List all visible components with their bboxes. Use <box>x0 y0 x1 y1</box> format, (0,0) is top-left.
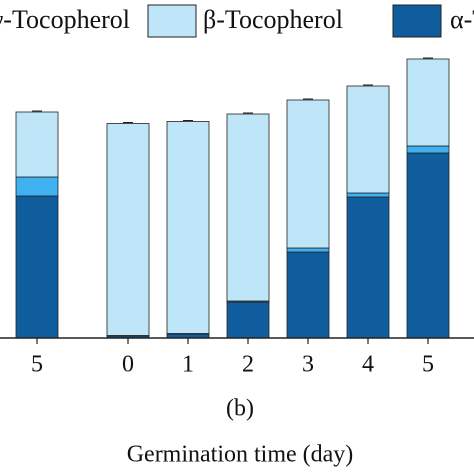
x-axis-label: Germination time (day) <box>127 442 354 468</box>
bar-segment <box>346 196 390 339</box>
bar-segment <box>406 58 450 147</box>
x-tick-label: 3 <box>302 352 314 378</box>
legend-label: α-Tocopherol <box>450 5 474 34</box>
bar-segment <box>406 145 450 154</box>
bar-segment <box>286 247 330 253</box>
bar-segment <box>346 192 390 198</box>
x-tick-label: 1 <box>182 352 194 378</box>
legend-label: γ-Tocopherol <box>0 5 130 34</box>
bar-segment <box>226 301 270 339</box>
bar-segment <box>406 152 450 339</box>
bar-segment <box>286 251 330 339</box>
legend-swatch <box>392 4 442 38</box>
bar-segment <box>15 111 59 178</box>
bar-segment <box>166 121 210 334</box>
panel-label: (b) <box>226 396 254 422</box>
legend-label: β-Tocopherol <box>203 5 343 34</box>
bar-segment <box>286 99 330 249</box>
x-tick-label: 0 <box>122 352 134 378</box>
bar-segment <box>15 195 59 339</box>
bar-segment <box>106 123 150 336</box>
legend-swatch <box>147 4 197 38</box>
bar-segment <box>226 113 270 302</box>
x-tick-label: 5 <box>31 352 43 378</box>
x-tick-label: 2 <box>242 352 254 378</box>
bar-segment <box>346 85 390 194</box>
bar-segment <box>15 176 59 197</box>
x-tick-label: 4 <box>362 352 374 378</box>
x-tick-label: 5 <box>422 352 434 378</box>
